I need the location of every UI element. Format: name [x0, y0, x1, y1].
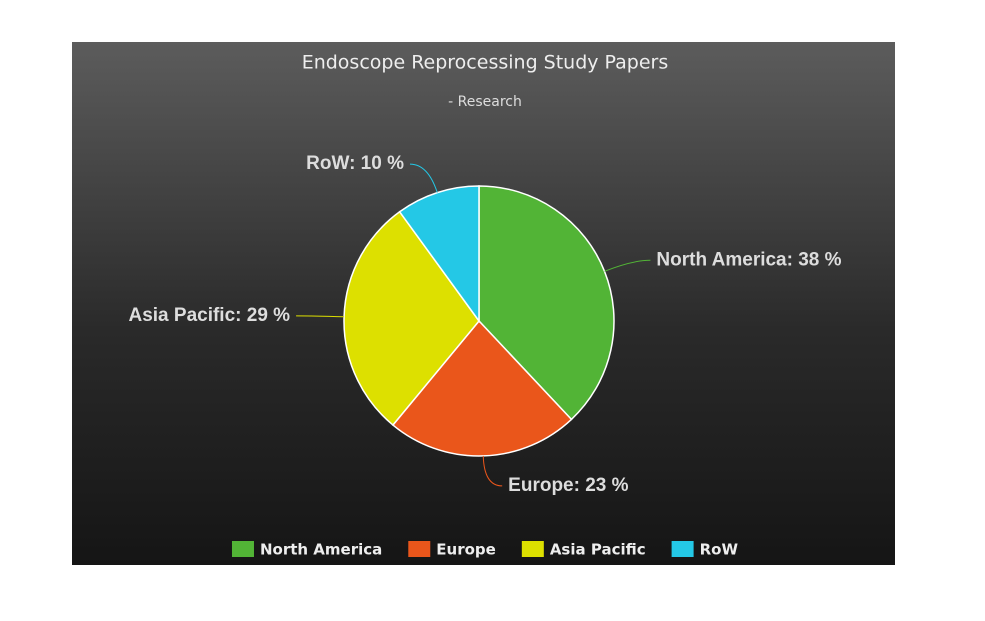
- chart-title: Endoscope Reprocessing Study Papers: [302, 52, 669, 74]
- legend-label: Asia Pacific: [550, 541, 646, 559]
- label-connector: [409, 163, 438, 193]
- pie-slice: [391, 319, 573, 457]
- legend-label: RoW: [700, 541, 739, 559]
- legend: North America Europe Asia Pacific RoW: [231, 541, 739, 559]
- data-label: North America: 38 %: [656, 249, 841, 270]
- legend-swatch: [521, 541, 544, 557]
- legend-swatch: [408, 541, 431, 557]
- pie-slice: [398, 185, 480, 324]
- pie-slice: [343, 210, 480, 427]
- data-label: Europe: 23 %: [508, 475, 628, 496]
- legend-swatch: [231, 541, 254, 557]
- legend-label: North America: [260, 541, 382, 559]
- data-label: RoW: 10 %: [306, 153, 404, 174]
- chart-subtitle: - Research: [448, 94, 522, 110]
- legend-swatch: [671, 541, 694, 557]
- label-connector: [604, 259, 651, 272]
- legend-label: Europe: [436, 541, 496, 559]
- data-label: Asia Pacific: 29 %: [128, 305, 290, 326]
- label-connector: [296, 315, 345, 318]
- label-connector: [482, 455, 503, 487]
